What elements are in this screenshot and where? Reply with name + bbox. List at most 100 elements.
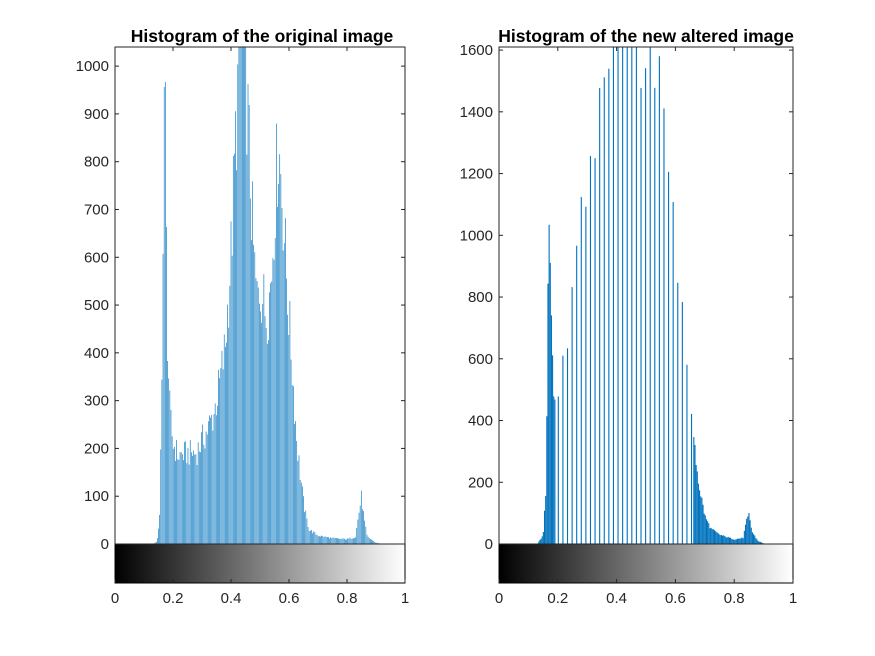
histogram-bar [368,538,370,544]
histogram-bar [294,424,295,544]
histogram-bar [711,529,713,544]
histogram-bar [743,530,745,544]
histogram-bar [172,448,174,544]
histogram-bar [234,153,235,544]
histogram-bar [696,471,698,544]
histogram-bar [339,538,341,544]
histogram-bar [280,174,282,544]
histogram-bar [709,528,711,544]
histogram-bar [169,390,171,544]
histogram-bar [212,430,214,544]
histogram-bar [735,539,737,544]
histogram-bar [261,322,262,544]
histogram-bar [617,47,619,544]
histogram-bar [359,505,361,544]
histogram-bar [204,448,206,544]
histogram-bar [220,368,222,544]
histogram-bar [649,47,651,544]
histogram-bar [746,518,748,544]
histogram-bar [350,538,352,544]
histogram-bar [205,431,207,544]
histogram-bar [230,221,232,544]
histogram-bar [218,369,219,544]
y-tick-label: 600 [468,351,493,368]
histogram-bar [287,314,288,544]
histogram-bar [748,512,750,544]
histogram-bar [290,359,292,544]
histogram-bar [192,455,193,544]
histogram-bar [612,47,614,544]
histogram-bar [622,47,624,544]
histogram-bar [246,154,248,544]
histogram-bar [254,252,256,544]
histogram-bar [701,497,703,544]
x-tick-label: 0.2 [163,590,184,607]
histogram-bar [347,538,349,544]
histogram-bar [734,539,736,544]
histogram-bar [268,340,269,544]
histogram-bar [201,432,202,544]
histogram-bar [302,486,303,544]
histogram-bar [222,369,224,544]
histogram-bar [325,537,327,544]
histogram-bar [219,378,221,544]
histogram-bar [355,537,356,544]
histogram-bar [705,519,708,544]
histogram-bar [178,459,180,544]
histogram-bar [196,465,198,544]
histogram-bar [545,495,547,544]
histogram-bar [274,238,276,544]
histogram-bar [553,396,555,544]
x-tick-label: 0.8 [724,590,745,607]
histogram-bar [262,303,264,544]
histogram-bar [279,154,281,544]
histogram-bar [710,527,712,544]
histogram-bar [755,538,757,544]
histogram-bar [314,531,316,544]
histogram-bar [166,226,167,544]
histogram-bar [295,421,296,544]
histogram-bar [690,413,693,544]
histogram-bar [263,274,265,544]
histogram-bar [343,538,345,544]
histogram-bar [557,396,559,544]
histogram-bar [221,350,223,544]
histogram-bar [730,537,732,544]
histogram-bar [247,84,249,544]
histogram-bar [157,538,158,544]
histogram-bar [161,379,163,544]
histogram-bar [372,540,373,544]
histogram-bar [340,538,342,544]
histogram-bar [566,348,569,544]
histogram-bar [208,421,209,544]
histogram-bar [242,47,243,544]
histogram-panel-1: 0 100 200 300 400 500 600 700 800 900 1000 0 0.2 0.4 0… [76,26,410,607]
histogram-bar [700,496,702,544]
histogram-bar [539,539,541,544]
histogram-bar [163,86,165,544]
histogram-bar [580,197,582,544]
histogram-bar [293,386,294,544]
histogram-bar [663,108,665,544]
histogram-bar [259,303,260,544]
y-tick-label: 800 [84,154,109,171]
histogram-bar [248,105,250,544]
histogram-bar [272,258,274,544]
histogram-bar [576,245,578,544]
histogram-bar [589,155,592,544]
y-tick-label: 300 [84,393,109,410]
histogram-bar [164,82,166,544]
histogram-bar [702,504,704,544]
y-tick-label: 100 [84,488,109,505]
histogram-bar [228,327,230,544]
histogram-bar [307,527,309,544]
histogram-bar [554,399,556,544]
histogram-bar [374,542,376,544]
histogram-bar [245,47,247,544]
histogram-bar [375,542,377,544]
histogram-bar [367,536,369,544]
histogram-bar [181,454,183,544]
histogram-bar [603,77,605,544]
histogram-bar [761,542,763,544]
histogram-bar [699,490,701,544]
